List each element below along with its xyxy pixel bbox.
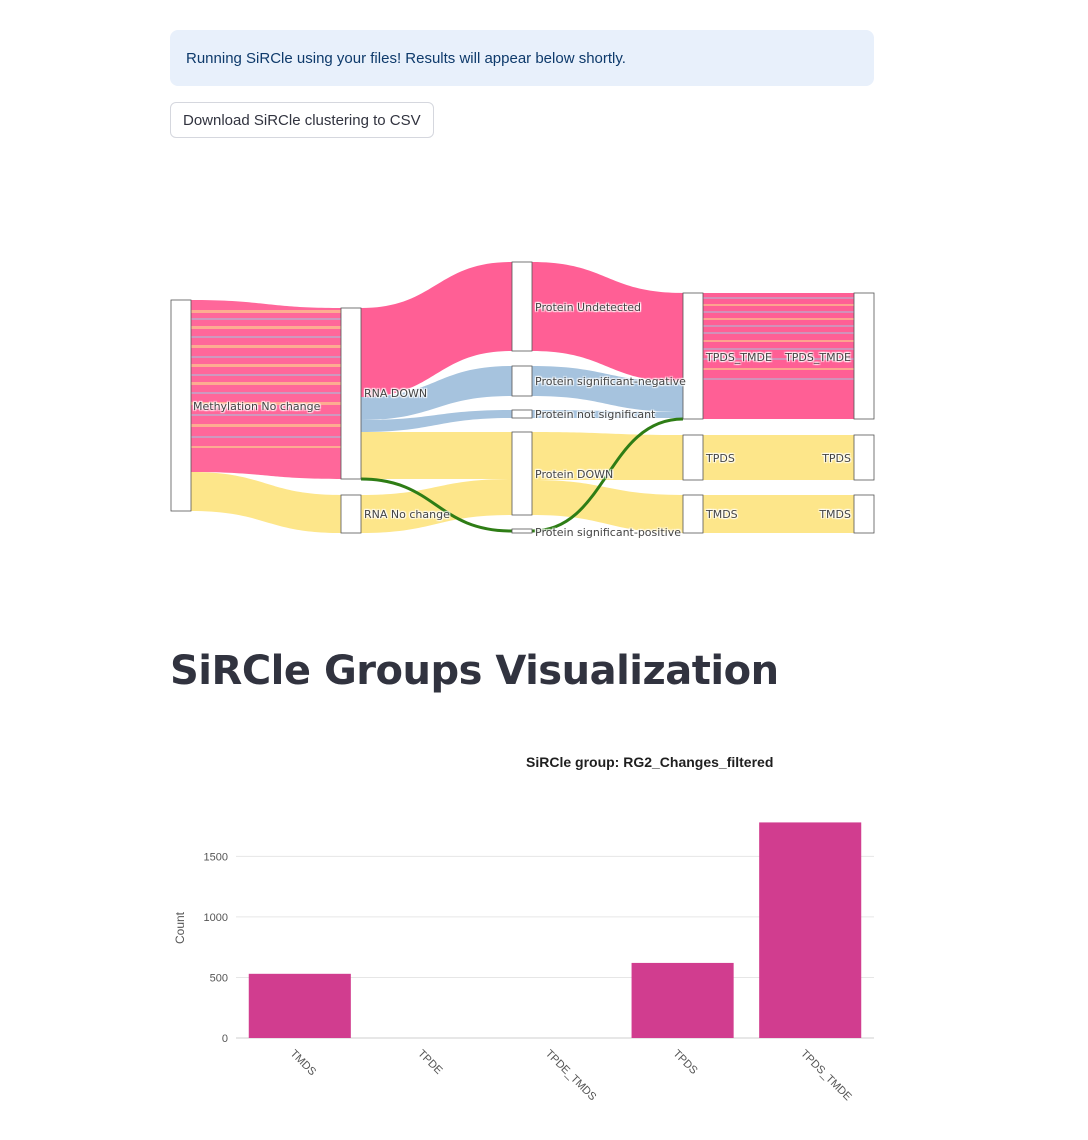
node-prot-signeg[interactable] xyxy=(511,365,533,397)
link-tpds-tmde-result-stripes xyxy=(703,297,854,380)
x-tick-label: TPDS_TMDE xyxy=(798,1048,854,1104)
x-tick-label: TPDE_TMDS xyxy=(543,1048,599,1104)
link-prot-down-tmds xyxy=(532,480,683,533)
link-rna-down-prot-down xyxy=(361,432,512,479)
x-tick-label: TPDE xyxy=(415,1048,444,1077)
label-rna-nochange: RNA No change xyxy=(364,508,450,521)
download-csv-button[interactable]: Download SiRCle clustering to CSV xyxy=(170,102,434,138)
node-tpds[interactable] xyxy=(682,434,704,481)
link-tpds-result xyxy=(703,435,854,480)
info-alert: Running SiRCle using your files! Results… xyxy=(170,30,874,86)
bar-tmds[interactable] xyxy=(248,973,351,1038)
grid-lines xyxy=(236,855,874,1039)
node-rna-down[interactable] xyxy=(340,307,362,480)
link-prot-undetected-tpds-tmde xyxy=(532,262,683,382)
label-prot-sigpos: Protein significant-positive xyxy=(535,526,681,539)
label-prot-notsig: Protein not significant xyxy=(535,408,656,421)
chart-title: SiRCle group: RG2_Changes_filtered xyxy=(526,754,773,770)
link-meth-rna-nochange xyxy=(191,472,341,533)
node-prot-sigpos[interactable] xyxy=(511,528,533,534)
link-prot-down-tpds xyxy=(532,432,683,480)
link-meth-rna-down xyxy=(191,300,341,479)
node-meth-nochange[interactable] xyxy=(170,299,192,512)
node-result-tpds-tmde[interactable] xyxy=(853,292,875,420)
label-prot-undetected: Protein Undetected xyxy=(535,301,641,314)
node-prot-notsig[interactable] xyxy=(511,409,533,419)
link-meth-rna-down-stripes xyxy=(191,310,341,448)
x-tick-labels: TMDS TPDE TPDE_TMDS TPDS TPDS_TMDE xyxy=(288,1048,854,1104)
bars xyxy=(248,822,862,1038)
node-rna-nochange[interactable] xyxy=(340,494,362,534)
info-alert-text: Running SiRCle using your files! Results… xyxy=(186,49,626,67)
link-prot-notsig-tpds-tmde xyxy=(532,410,683,418)
sankey-nodes xyxy=(170,261,875,534)
node-result-tmds[interactable] xyxy=(853,494,875,534)
label-prot-down: Protein DOWN xyxy=(535,468,613,481)
link-prot-signeg-tpds-tmde xyxy=(532,366,683,412)
sankey-labels: Methylation No change RNA DOWN RNA No ch… xyxy=(193,301,851,539)
link-tmds-result xyxy=(703,495,854,533)
node-tmds[interactable] xyxy=(682,494,704,534)
node-prot-undetected[interactable] xyxy=(511,261,533,352)
bar-tpds[interactable] xyxy=(631,962,734,1038)
label-tpds-tmde: TPDS_TMDE xyxy=(705,351,772,364)
label-rna-down: RNA DOWN xyxy=(364,387,427,400)
bar-tpds-tmde[interactable] xyxy=(759,822,862,1038)
link-tpds-tmde-result xyxy=(703,293,854,419)
y-tick-labels: 0 500 1000 1500 xyxy=(204,851,228,1045)
label-result-tpds-tmde: TPDS_TMDE xyxy=(784,351,851,364)
label-meth-nochange: Methylation No change xyxy=(193,400,321,413)
y-tick-label: 500 xyxy=(210,972,228,984)
label-prot-signeg: Protein significant-negative xyxy=(535,375,686,388)
y-axis-label: Count xyxy=(173,911,187,944)
y-tick-label: 1000 xyxy=(204,912,228,924)
label-tmds: TMDS xyxy=(705,508,738,521)
link-rna-down-prot-sigpos xyxy=(360,477,513,533)
link-rna-down-prot-undetected xyxy=(361,262,512,397)
node-prot-down[interactable] xyxy=(511,431,533,516)
node-result-tpds[interactable] xyxy=(853,434,875,481)
label-result-tmds: TMDS xyxy=(818,508,851,521)
sankey-diagram: Methylation No change RNA DOWN RNA No ch… xyxy=(170,261,875,539)
sankey-links xyxy=(191,262,854,533)
link-rna-down-prot-signeg xyxy=(361,366,512,420)
x-tick-label: TPDS xyxy=(670,1048,699,1077)
label-tpds: TPDS xyxy=(705,452,735,465)
y-tick-label: 1500 xyxy=(204,851,228,863)
link-prot-sigpos-tpds-tmde xyxy=(531,417,684,533)
y-tick-label: 0 xyxy=(222,1033,228,1045)
link-rna-down-prot-notsig xyxy=(361,410,512,432)
section-title: SiRCle Groups Visualization xyxy=(170,648,779,694)
x-tick-label: TMDS xyxy=(288,1048,319,1079)
node-tpds-tmde[interactable] xyxy=(682,292,704,420)
label-result-tpds: TPDS xyxy=(821,452,851,465)
